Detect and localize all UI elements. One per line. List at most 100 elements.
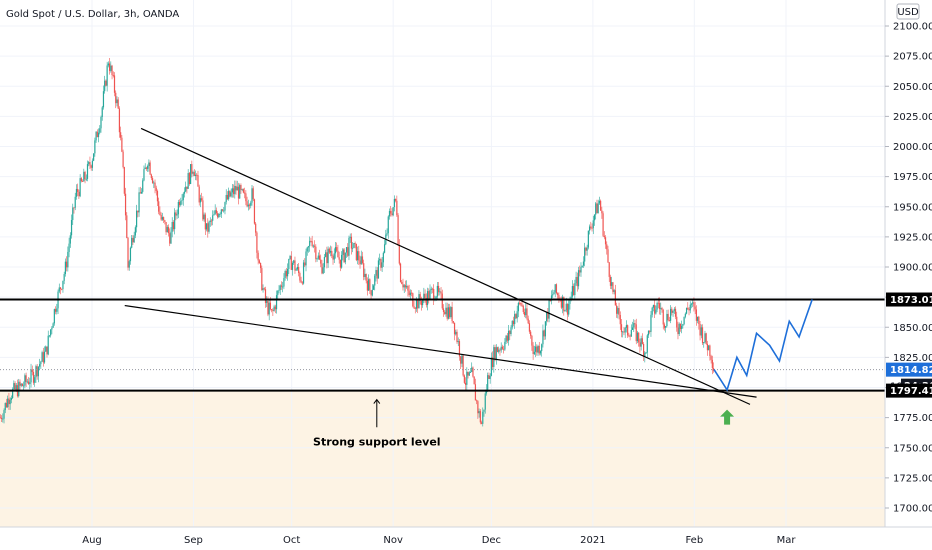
candle-body bbox=[515, 314, 517, 319]
price-axis[interactable]: 1700.0001725.0001750.0001775.0001800.000… bbox=[885, 22, 932, 515]
candle-body bbox=[196, 174, 198, 176]
candle-body bbox=[284, 270, 286, 279]
candle-body bbox=[547, 311, 549, 319]
candle-body bbox=[520, 302, 522, 305]
candle-body bbox=[703, 342, 705, 344]
candle-body bbox=[612, 282, 614, 292]
candle-body bbox=[665, 326, 667, 328]
price-tick-label: 2000.000 bbox=[893, 142, 932, 153]
candle-body bbox=[672, 310, 674, 313]
candle-body bbox=[484, 393, 486, 410]
candle-body bbox=[86, 164, 89, 179]
candle-body bbox=[67, 251, 69, 268]
candle-body bbox=[35, 366, 37, 378]
candle-body bbox=[12, 389, 14, 399]
candle-body bbox=[647, 330, 650, 336]
candle-body bbox=[102, 91, 105, 108]
annotations: Strong support level bbox=[313, 398, 735, 448]
candle-body bbox=[546, 311, 548, 322]
candle-body bbox=[305, 251, 307, 266]
candle-body bbox=[689, 304, 691, 311]
candle-body bbox=[149, 162, 151, 175]
candle-body bbox=[240, 185, 242, 190]
candle-body bbox=[342, 249, 344, 255]
candle-body bbox=[225, 194, 227, 203]
projection-zigzag bbox=[713, 299, 813, 392]
candle-body bbox=[368, 279, 370, 291]
candle-body bbox=[555, 284, 558, 294]
candle-body bbox=[706, 343, 709, 351]
currency-badge[interactable] bbox=[896, 3, 920, 20]
candle-body bbox=[398, 244, 400, 264]
candle-body bbox=[651, 307, 653, 315]
candle-body bbox=[10, 398, 12, 400]
candle-body bbox=[496, 347, 499, 352]
candle-body bbox=[408, 290, 410, 296]
candle-body bbox=[644, 352, 646, 357]
candle-body bbox=[155, 187, 157, 192]
candle-body bbox=[58, 287, 60, 292]
candle-body bbox=[363, 263, 365, 277]
candle-body bbox=[439, 291, 441, 293]
candle-body bbox=[349, 236, 351, 238]
chart-title: Gold Spot / U.S. Dollar, 3h, OANDA bbox=[6, 9, 179, 20]
candle-body bbox=[550, 295, 553, 301]
candle-body bbox=[673, 308, 675, 311]
candle-body bbox=[122, 151, 124, 168]
candle-body bbox=[615, 305, 618, 314]
candle-body bbox=[204, 214, 206, 230]
candle-body bbox=[54, 309, 57, 312]
candle-body bbox=[268, 302, 270, 315]
green-up-arrow-icon bbox=[720, 409, 735, 425]
candle-body bbox=[392, 207, 394, 216]
candle-body bbox=[80, 178, 82, 182]
candle-body bbox=[178, 201, 181, 206]
candle-body bbox=[462, 355, 464, 376]
candle-body bbox=[453, 322, 456, 335]
candle-body bbox=[464, 382, 467, 385]
candle-body bbox=[602, 213, 604, 236]
candle-body bbox=[5, 402, 8, 408]
time-axis[interactable]: Aug Sep Oct Nov Dec 2021 Feb Mar bbox=[82, 535, 796, 546]
candle-body bbox=[501, 346, 504, 349]
candle-body bbox=[271, 309, 273, 311]
candle-body bbox=[403, 285, 405, 288]
candle-body bbox=[401, 281, 403, 284]
candle-body bbox=[153, 182, 155, 184]
candle-body bbox=[580, 266, 582, 273]
candle-body bbox=[177, 201, 179, 215]
candle-body bbox=[7, 398, 9, 408]
candle-body bbox=[273, 306, 275, 311]
candle-body bbox=[96, 131, 98, 138]
candle-body bbox=[127, 237, 129, 268]
candle-body bbox=[279, 285, 281, 290]
candle-body bbox=[522, 306, 524, 313]
grid bbox=[0, 0, 885, 527]
candle-body bbox=[558, 295, 560, 300]
candle-body bbox=[670, 308, 672, 321]
candle-body bbox=[619, 314, 621, 325]
support-badge-text: 1797.410 bbox=[890, 386, 932, 397]
candle-body bbox=[503, 348, 505, 350]
candle-body bbox=[310, 240, 312, 242]
candle-body bbox=[381, 262, 383, 268]
candle-body bbox=[604, 237, 607, 245]
candle-body bbox=[295, 269, 297, 271]
candle-body bbox=[45, 346, 47, 352]
candle-body bbox=[557, 293, 559, 296]
candle-body bbox=[118, 108, 121, 133]
candle-body bbox=[218, 214, 220, 218]
candle-body bbox=[328, 248, 330, 253]
candle-body bbox=[404, 285, 407, 288]
candle-body bbox=[576, 276, 578, 287]
candle-body bbox=[541, 344, 543, 352]
candle-body bbox=[418, 294, 420, 309]
candle-body bbox=[148, 162, 150, 167]
candle-body bbox=[51, 327, 53, 330]
candle-body bbox=[353, 243, 355, 248]
candle-body bbox=[117, 99, 119, 109]
candle-body bbox=[128, 261, 130, 268]
candle-body bbox=[633, 323, 635, 328]
candle-body bbox=[595, 203, 597, 215]
